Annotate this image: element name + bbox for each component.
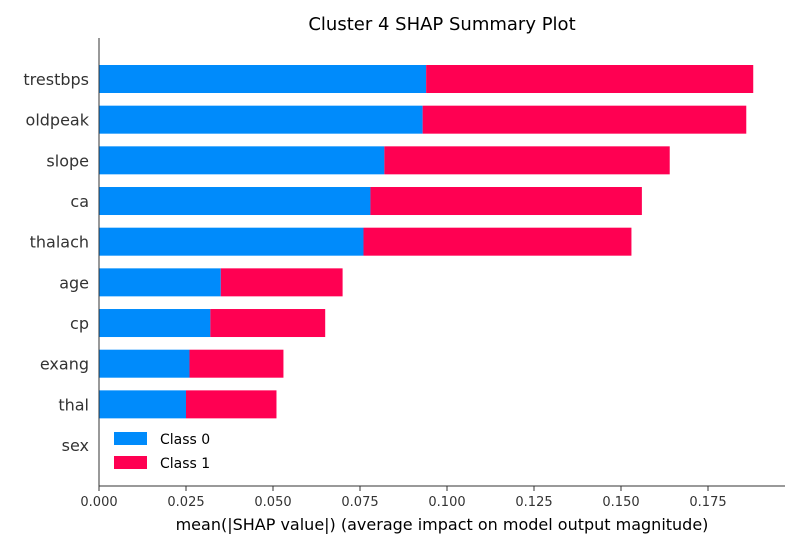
x-tick-label: 0.150 [602, 495, 639, 510]
y-tick-labels: trestbps oldpeak slope ca thalach age cp exang t… [23, 70, 89, 455]
bar-ca-class-0 [99, 187, 371, 216]
bar-slope-class-0 [99, 146, 385, 175]
y-tick-label-slope: slope [46, 151, 89, 170]
y-tick-label-cp: cp [70, 314, 89, 333]
x-tick-label: 0.175 [689, 495, 726, 510]
bar-thalach-class-0 [99, 227, 364, 256]
y-tick-label-age: age [59, 273, 89, 292]
y-tick-label-thal: thal [58, 395, 89, 414]
bar-slope-class-1 [384, 146, 670, 175]
x-tick-label: 0.000 [80, 495, 117, 510]
y-tick-label-ca: ca [70, 192, 89, 211]
y-tick-label-sex: sex [62, 436, 89, 455]
bar-age-class-0 [99, 268, 221, 297]
bar-exang-class-0 [99, 349, 190, 378]
bar-trestbps-class-1 [426, 65, 754, 93]
y-tick-label-oldpeak: oldpeak [26, 111, 90, 130]
legend-label-class-1: Class 1 [160, 456, 210, 472]
bar-thal-class-0 [99, 390, 186, 419]
y-tick-label-thalach: thalach [30, 233, 89, 252]
legend-swatch-class-1 [114, 456, 147, 469]
x-tick-label: 0.025 [167, 495, 204, 510]
y-tick-label-trestbps: trestbps [23, 70, 89, 89]
bar-cp-class-1 [210, 309, 326, 338]
x-tick-label: 0.125 [515, 495, 552, 510]
bars-group [99, 65, 754, 419]
bar-age-class-1 [220, 268, 343, 297]
x-tick-label: 0.100 [428, 495, 465, 510]
x-tick-label: 0.075 [341, 495, 378, 510]
x-tick-marks: 0.000 0.025 0.050 0.075 0.100 0.125 0.150 0.175 [80, 486, 727, 510]
bar-exang-class-1 [189, 349, 284, 378]
x-tick-label: 0.050 [254, 495, 291, 510]
bar-trestbps-class-0 [99, 65, 427, 93]
bar-cp-class-0 [99, 309, 211, 338]
bar-oldpeak-class-0 [99, 105, 423, 134]
x-axis-label: mean(|SHAP value|) (average impact on mo… [176, 515, 709, 534]
legend-swatch-class-0 [114, 432, 147, 445]
legend: Class 0 Class 1 [114, 432, 210, 472]
chart-title: Cluster 4 SHAP Summary Plot [308, 14, 575, 35]
bar-ca-class-1 [370, 187, 642, 216]
legend-label-class-0: Class 0 [160, 432, 210, 448]
bar-thalach-class-1 [363, 227, 632, 256]
y-tick-label-exang: exang [40, 355, 89, 374]
bar-oldpeak-class-1 [422, 105, 747, 134]
bar-thal-class-1 [186, 390, 277, 419]
